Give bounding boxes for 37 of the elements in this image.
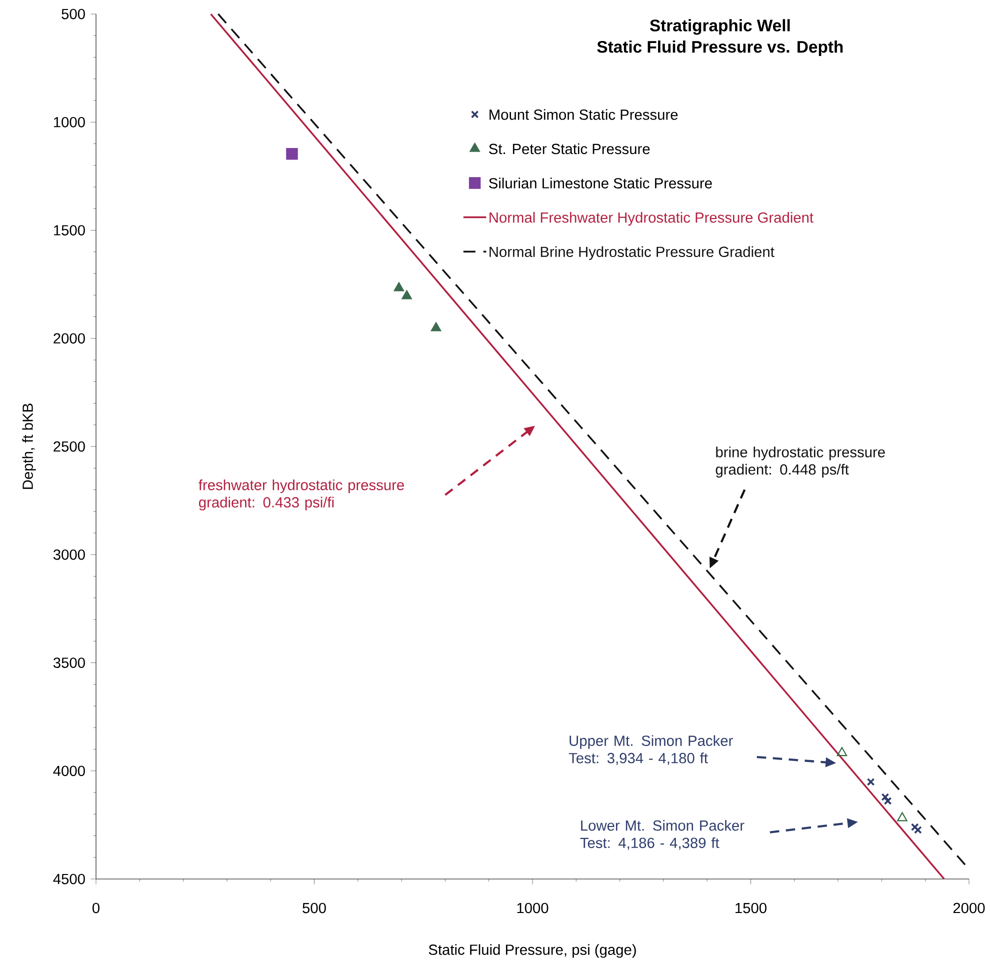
- y-tick-label: 4000: [53, 766, 85, 776]
- x-tick-label: 2000: [953, 902, 985, 914]
- point: [866, 778, 875, 786]
- y-tick-label: 3500: [53, 658, 85, 668]
- x-tick-label: 1000: [517, 902, 548, 914]
- point: [430, 322, 442, 332]
- y-tick-label: 1500: [54, 225, 85, 236]
- legend-label: St. Peter Static Pressure: [489, 143, 650, 154]
- y-tick-label: 500: [62, 8, 85, 20]
- point: [897, 812, 908, 822]
- point: [914, 826, 922, 834]
- point: [910, 823, 919, 832]
- y-tick-label: 1000: [54, 116, 85, 128]
- y-tick-label: 3000: [53, 549, 85, 560]
- y-tick-label: 4500: [53, 874, 85, 884]
- x-tick-label: 0: [92, 902, 100, 914]
- legend-label: Silurian Limestone Static Pressure: [489, 178, 712, 188]
- x-axis-title: Static Fluid Pressure, psi (gage): [428, 944, 636, 958]
- annotation: Upper Mt. Simon Packer Test: 3,934 - 4,180 ft: [568, 735, 733, 766]
- point: [884, 796, 892, 805]
- annotation: freshwater hydrostatic pressure gradient: 0.433 psi/fi: [198, 479, 404, 510]
- x-tick-label: 1500: [736, 902, 766, 914]
- point: [394, 282, 404, 292]
- x-tick-label: 500: [302, 902, 326, 914]
- annotation: brine hydrostatic pressure gradient: 0.448 ps/ft: [716, 446, 885, 478]
- point: [881, 793, 890, 801]
- y-tick-label: 2000: [54, 333, 85, 344]
- y-tick-label: 2500: [54, 441, 85, 452]
- legend-label: Normal Freshwater Hydrostatic Pressure Gradient: [490, 212, 814, 226]
- text: Static Fluid Pressure vs. Depth: [597, 40, 843, 56]
- legend-label: Mount Simon Static Pressure: [490, 109, 678, 120]
- point: [836, 747, 848, 756]
- chart-title: Stratigraphic Well: [650, 19, 790, 35]
- point: [402, 290, 412, 300]
- y-axis-title: Depth, ft bKB: [22, 404, 36, 489]
- annotation: Lower Mt. Simon Packer Test: 4,186 - 4,389 ft: [580, 820, 744, 850]
- legend-label: Normal Brine Hydrostatic Pressure Gradient: [490, 246, 774, 260]
